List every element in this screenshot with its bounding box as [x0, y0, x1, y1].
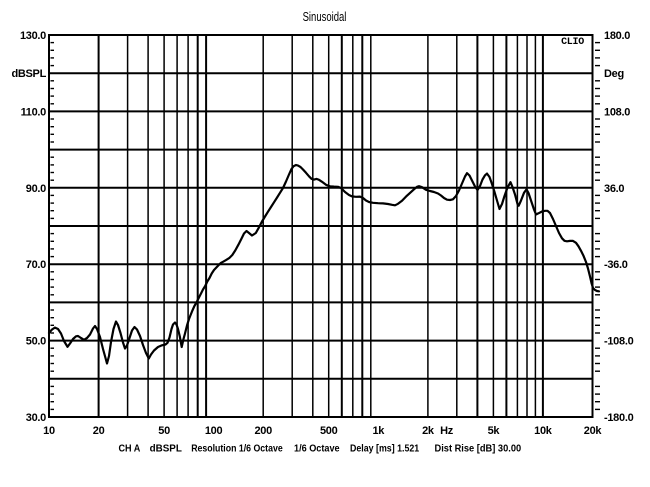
svg-text:5k: 5k — [488, 425, 501, 437]
svg-text:CH A: CH A — [119, 443, 141, 455]
svg-text:-180.0: -180.0 — [604, 412, 634, 424]
svg-text:2k: 2k — [422, 425, 435, 437]
svg-text:30.0: 30.0 — [26, 412, 46, 424]
svg-text:Dist Rise [dB] 30.00: Dist Rise [dB] 30.00 — [435, 443, 522, 454]
svg-text:1k: 1k — [372, 425, 385, 437]
svg-text:10: 10 — [43, 425, 55, 437]
svg-text:1/6 Octave: 1/6 Octave — [294, 443, 340, 454]
svg-text:dBSPL: dBSPL — [11, 68, 46, 80]
svg-text:110.0: 110.0 — [21, 106, 47, 118]
svg-text:50: 50 — [158, 425, 170, 437]
svg-text:100: 100 — [205, 425, 223, 437]
svg-text:500: 500 — [320, 425, 338, 437]
svg-text:Hz: Hz — [440, 425, 454, 437]
svg-text:130.0: 130.0 — [20, 30, 46, 42]
svg-text:-108.0: -108.0 — [604, 336, 634, 348]
svg-text:108.0: 108.0 — [604, 106, 630, 118]
svg-text:dBSPL: dBSPL — [150, 443, 182, 454]
svg-text:Sinusoidal: Sinusoidal — [303, 11, 347, 25]
svg-text:-36.0: -36.0 — [604, 259, 628, 271]
svg-text:36.0: 36.0 — [604, 183, 624, 195]
svg-text:70.0: 70.0 — [26, 259, 46, 271]
svg-text:Deg: Deg — [604, 68, 624, 80]
svg-text:20k: 20k — [584, 425, 603, 437]
svg-text:CLIO: CLIO — [561, 37, 584, 48]
svg-text:10k: 10k — [534, 425, 553, 437]
svg-text:20: 20 — [93, 425, 105, 437]
svg-text:Resolution 1/6 Octave: Resolution 1/6 Octave — [191, 442, 282, 454]
svg-text:Delay [ms] 1.521: Delay [ms] 1.521 — [350, 442, 419, 454]
svg-text:180.0: 180.0 — [604, 30, 630, 42]
svg-text:200: 200 — [254, 425, 272, 437]
svg-text:50.0: 50.0 — [26, 336, 46, 348]
svg-text:90.0: 90.0 — [26, 183, 46, 195]
